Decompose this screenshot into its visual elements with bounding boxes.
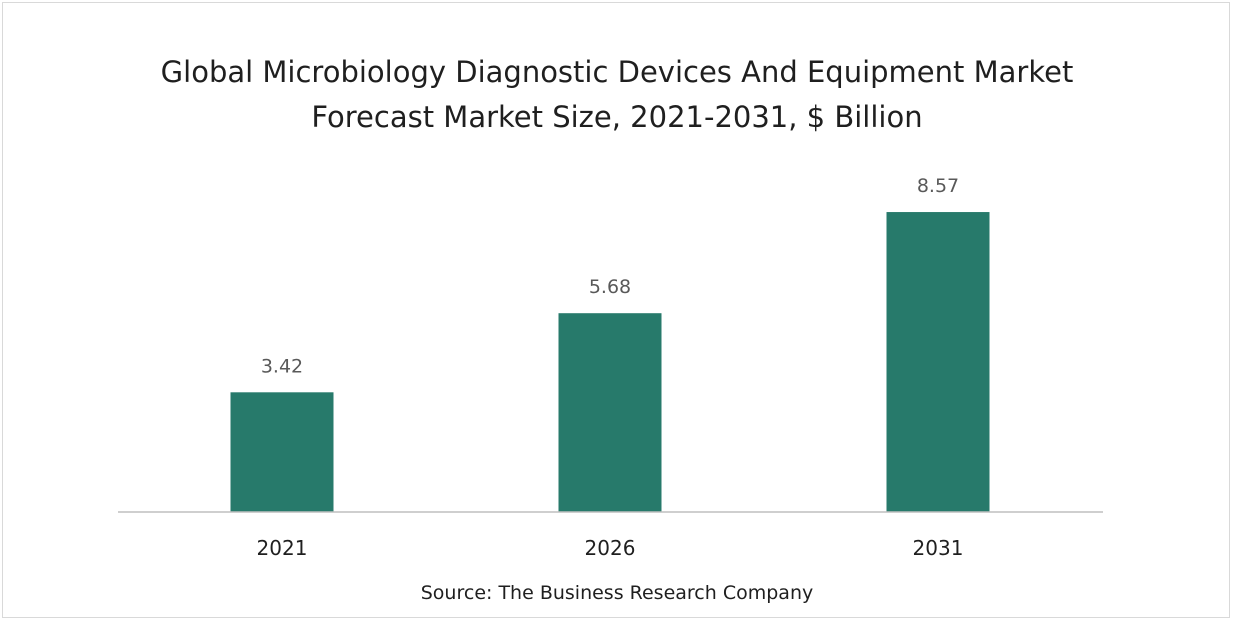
chart-title-line-2: Forecast Market Size, 2021-2031, $ Billi… [311, 100, 923, 134]
bar-2031 [886, 212, 990, 513]
bar-2021 [230, 392, 334, 512]
source-note: Source: The Business Research Company [420, 582, 814, 604]
data-label-2021: 3.42 [261, 355, 303, 377]
bar-2026 [558, 313, 662, 512]
x-tick-label-2026: 2026 [585, 536, 636, 560]
x-tick-label-2021: 2021 [257, 536, 308, 560]
data-label-2026: 5.68 [589, 276, 631, 298]
labels-group: 3.42 2021 5.68 2026 8.57 2031 [257, 175, 964, 560]
x-tick-label-2031: 2031 [913, 536, 964, 560]
data-label-2031: 8.57 [917, 175, 959, 197]
chart-title-line-1: Global Microbiology Diagnostic Devices A… [160, 55, 1074, 89]
bars-group [230, 212, 990, 513]
